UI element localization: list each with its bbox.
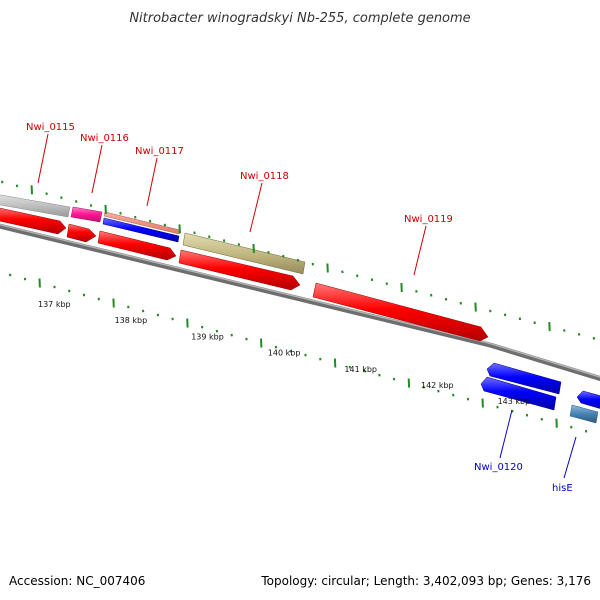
ruler-label: 137 kbp [38,300,71,309]
gene-feature-nwi-0120-blue-b[interactable] [480,376,557,411]
ruler-label: 143 kbp [498,397,531,406]
ruler-label: 138 kbp [115,316,148,325]
gene-feature-nwi-0117-red[interactable] [97,230,177,261]
ruler-labels: 137 kbp 138 kbp 139 kbp 140 kbp 141 kbp 142 k… [38,300,530,406]
gene-feature-nwi-0119-red[interactable] [312,282,489,342]
leader-line-nwi-0120 [499,409,513,459]
gene-feature-nwi-0117-blue[interactable] [102,217,180,243]
label-nwi-0120[interactable]: Nwi_0120 [474,462,523,473]
label-nwi-0116[interactable]: Nwi_0116 [80,133,129,144]
label-nwi-0119[interactable]: Nwi_0119 [404,214,453,225]
ruler-label: 141 kbp [344,365,377,374]
label-nwi-0118[interactable]: Nwi_0118 [240,171,289,182]
leader-line-nwi-0118 [249,182,263,233]
gene-labels: Nwi_0115 Nwi_0116 Nwi_0117 Nwi_0118 Nwi_… [26,122,577,494]
gene-feature-nwi-0117-salmon[interactable] [103,211,181,235]
label-hise[interactable]: hisE [552,483,573,494]
gene-feature-hise[interactable] [569,404,599,424]
gene-feature-nwi-0116-pink[interactable] [70,206,103,223]
gene-feature-nwi-0118-khaki[interactable] [182,232,306,275]
gene-feature-nwi-0120-blue-a[interactable] [486,362,562,395]
gene-features [0,194,600,424]
ruler-label: 139 kbp [191,332,224,341]
accession-text: Accession: NC_007406 [9,574,145,588]
ruler-label: 140 kbp [268,349,301,358]
label-nwi-0117[interactable]: Nwi_0117 [135,146,184,157]
gene-feature-nwi-0116-red[interactable] [66,223,97,243]
label-nwi-0115[interactable]: Nwi_0115 [26,122,75,133]
genome-backbone [0,223,600,382]
leader-line-nwi-0115 [37,133,49,184]
leader-line-hise [563,436,577,479]
gene-feature-gray[interactable] [0,194,71,218]
leader-line-nwi-0116 [91,144,103,194]
leader-line-nwi-0117 [146,157,158,207]
gene-feature-nwi-0115-red[interactable] [0,207,67,235]
gene-feature-nwi-0118-red[interactable] [178,249,301,291]
tick-marks [1,180,596,433]
map-title: Nitrobacter winogradskyi Nb-255, complet… [129,11,470,26]
gene-feature-right-blue[interactable] [576,390,600,410]
topology-text: Topology: circular; Length: 3,402,093 bp… [260,574,591,588]
leader-line-nwi-0119 [413,225,427,276]
ruler-label: 142 kbp [421,381,454,390]
